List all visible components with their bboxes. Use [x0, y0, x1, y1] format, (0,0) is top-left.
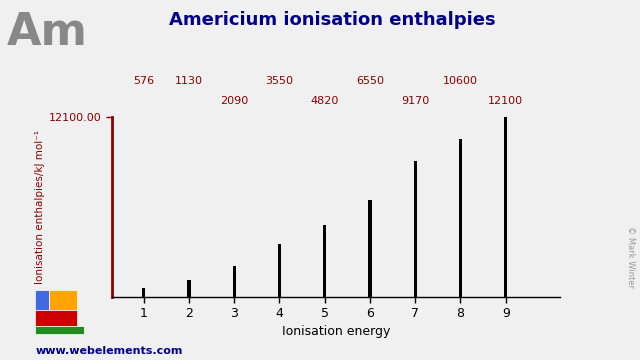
Text: 9170: 9170: [401, 96, 429, 106]
Text: 1130: 1130: [175, 76, 203, 86]
Bar: [142, 288, 145, 297]
Text: 6550: 6550: [356, 76, 384, 86]
Text: 2090: 2090: [220, 96, 248, 106]
Text: 4820: 4820: [310, 96, 339, 106]
Text: 576: 576: [133, 76, 154, 86]
Bar: [369, 199, 372, 297]
Text: © Mark Winter: © Mark Winter: [626, 226, 635, 288]
Bar: [504, 117, 508, 297]
Text: 12100: 12100: [488, 96, 524, 106]
Text: Am: Am: [6, 11, 87, 54]
Bar: [278, 244, 281, 297]
Bar: [323, 225, 326, 297]
Bar: [232, 266, 236, 297]
Text: 10600: 10600: [443, 76, 478, 86]
Bar: [188, 280, 191, 297]
Y-axis label: Ionisation enthalpies/kJ mol⁻¹: Ionisation enthalpies/kJ mol⁻¹: [35, 130, 45, 284]
X-axis label: Ionisation energy: Ionisation energy: [282, 325, 390, 338]
Text: 3550: 3550: [266, 76, 293, 86]
Text: Americium ionisation enthalpies: Americium ionisation enthalpies: [170, 11, 496, 29]
Bar: [413, 161, 417, 297]
Bar: [459, 139, 462, 297]
Text: www.webelements.com: www.webelements.com: [35, 346, 182, 356]
